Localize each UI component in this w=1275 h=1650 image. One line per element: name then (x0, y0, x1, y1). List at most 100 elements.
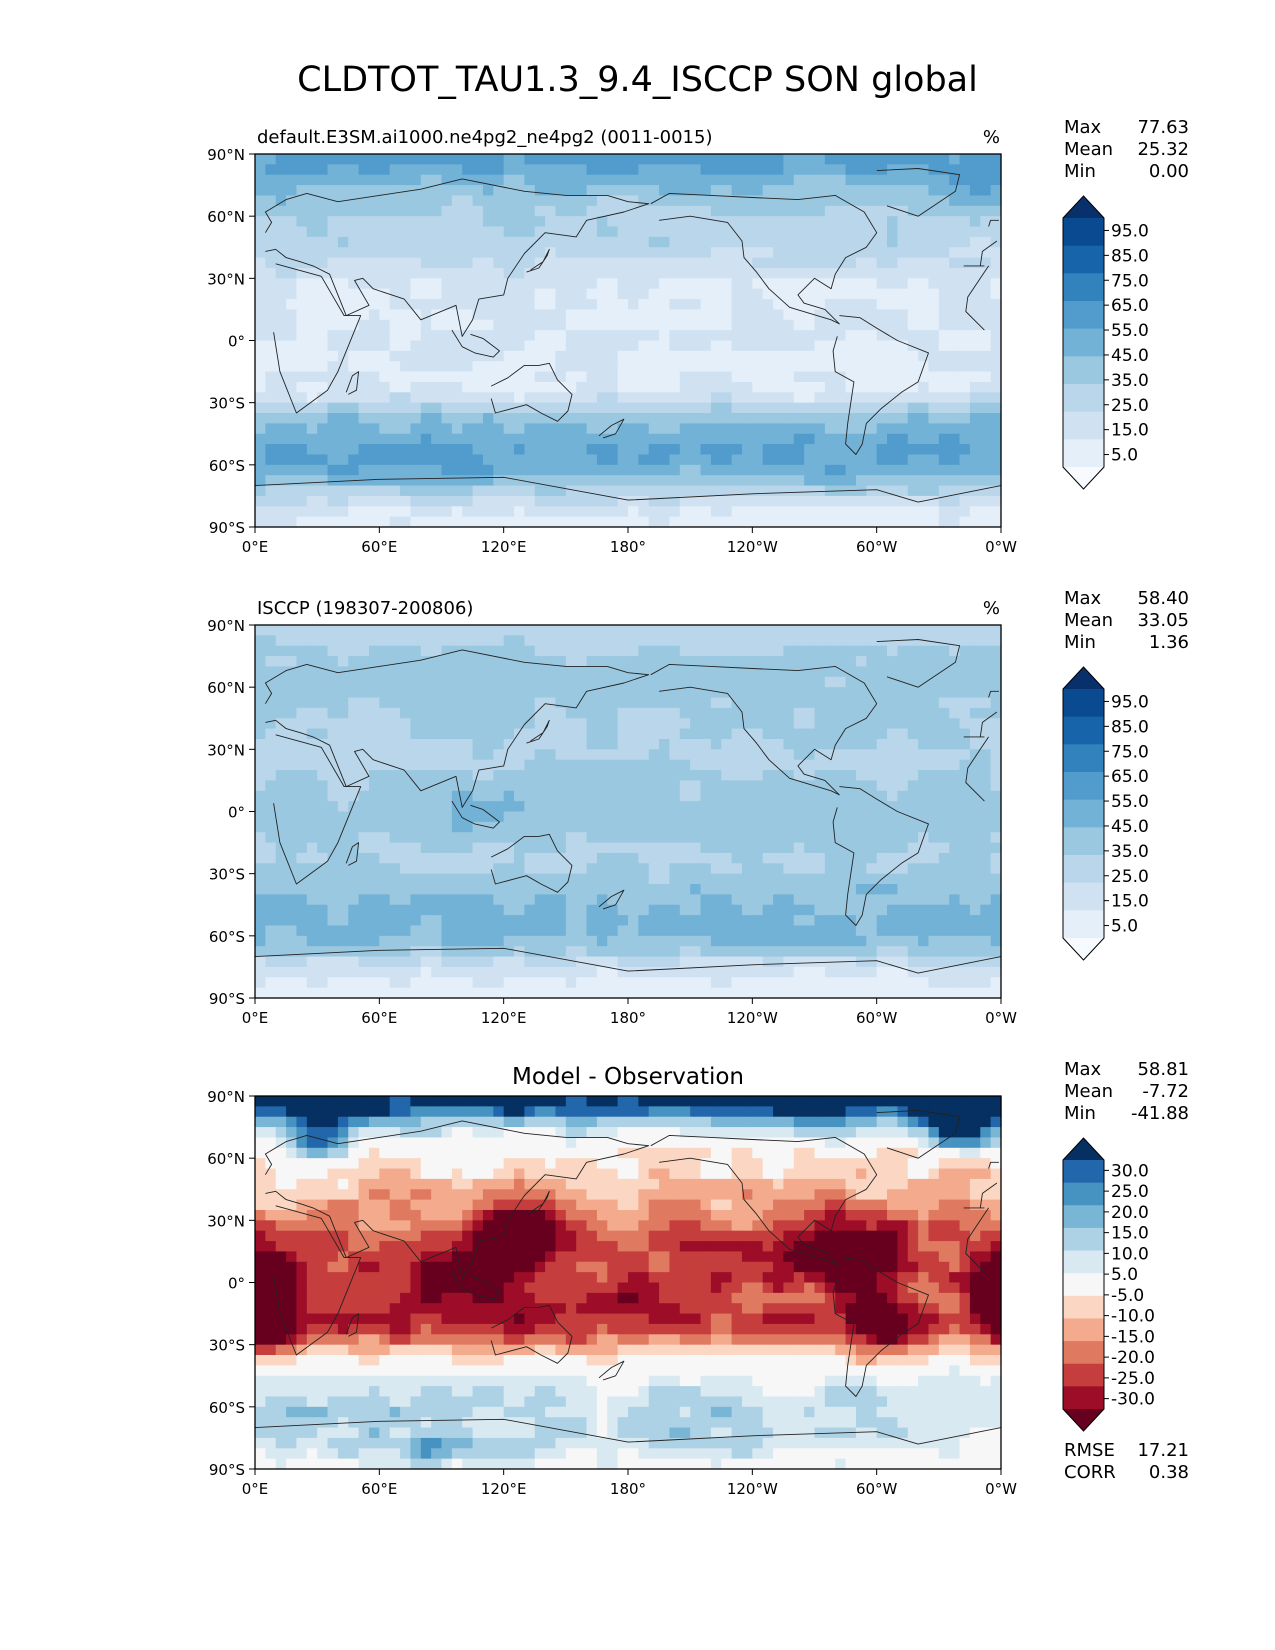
field-cell (814, 790, 826, 802)
field-cell (731, 821, 743, 833)
field-cell (514, 811, 525, 823)
field-cell (700, 749, 712, 761)
field-cell (887, 392, 898, 404)
field-cell (918, 728, 930, 740)
field-cell (472, 697, 484, 709)
field-cell (949, 371, 961, 383)
field-cell (255, 925, 266, 937)
field-cell (389, 884, 401, 895)
field-cell (503, 749, 515, 761)
field-cell (472, 444, 484, 456)
field-cell (731, 485, 743, 497)
field-cell (814, 475, 826, 487)
field-cell (420, 454, 432, 466)
field-cell (648, 697, 660, 709)
field-cell (358, 728, 370, 740)
field-cell (938, 852, 950, 864)
field-cell (296, 506, 308, 518)
field-cell (586, 635, 598, 647)
field-cell (534, 811, 546, 823)
field-cell (659, 832, 671, 844)
field-cell (814, 811, 826, 823)
field-cell (524, 749, 536, 761)
field-cell (928, 423, 940, 435)
field-cell (462, 718, 474, 730)
field-cell (628, 444, 639, 456)
field-cell (648, 267, 660, 279)
field-cell (431, 666, 443, 678)
field-cell (441, 687, 453, 699)
field-cell (462, 278, 474, 290)
field-cell (265, 247, 277, 259)
field-cell (555, 309, 567, 321)
field-cell (296, 738, 308, 750)
field-cell (690, 915, 702, 927)
field-cell (555, 718, 567, 730)
field-cell (617, 821, 629, 833)
field-cell (317, 330, 329, 342)
field-cell (534, 790, 546, 802)
field-cell (959, 174, 971, 186)
field-cell (306, 728, 318, 740)
field-cell (337, 904, 349, 916)
field-cell (534, 392, 546, 404)
field-cell (514, 485, 525, 497)
field-cell (327, 718, 339, 730)
field-cell (596, 174, 608, 186)
field-cell (358, 174, 370, 186)
field-cell (793, 154, 805, 165)
field-cell (938, 205, 950, 217)
field-cell (887, 444, 898, 456)
field-cell (804, 925, 816, 937)
field-cell (804, 645, 816, 657)
field-cell (835, 718, 847, 730)
field-cell (628, 288, 639, 300)
field-cell (700, 707, 712, 719)
field-cell (762, 423, 774, 435)
field-cell (368, 821, 380, 833)
field-cell (493, 195, 505, 207)
field-cell (431, 433, 443, 445)
field-cell (783, 464, 795, 476)
field-cell (969, 454, 981, 466)
field-cell (337, 884, 349, 895)
field-cell (887, 154, 898, 165)
field-cell (824, 205, 836, 217)
field-cell (762, 402, 774, 414)
field-cell (783, 330, 795, 342)
field-cell (710, 464, 722, 476)
field-cell (949, 413, 961, 424)
field-cell (762, 506, 774, 518)
field-cell (472, 195, 484, 207)
field-cell (317, 676, 329, 688)
field-cell (824, 413, 836, 424)
field-cell (431, 278, 443, 290)
field-cell (949, 790, 961, 802)
field-cell (659, 433, 671, 445)
field-cell (358, 340, 370, 352)
field-cell (824, 381, 836, 393)
field-cell (731, 319, 743, 331)
field-cell (286, 278, 298, 290)
field-cell (793, 915, 805, 927)
field-cell (379, 330, 391, 342)
field-cell (938, 371, 950, 383)
field-cell (793, 330, 805, 342)
field-cell (721, 707, 733, 719)
field-cell (752, 299, 764, 311)
panel-model-coastlines (254, 168, 1002, 527)
field-cell (866, 676, 878, 688)
field-cell (959, 935, 971, 947)
field-cell (783, 749, 795, 761)
field-cell (607, 195, 619, 207)
field-cell (358, 852, 370, 864)
field-cell (400, 718, 412, 730)
field-cell (741, 216, 753, 228)
field-cell (576, 728, 588, 740)
field-cell (638, 904, 650, 916)
field-cell (793, 635, 805, 647)
field-cell (503, 506, 515, 518)
lat-tick-label: 60°S (209, 457, 245, 475)
field-cell (286, 635, 298, 647)
field-cell (524, 925, 536, 937)
